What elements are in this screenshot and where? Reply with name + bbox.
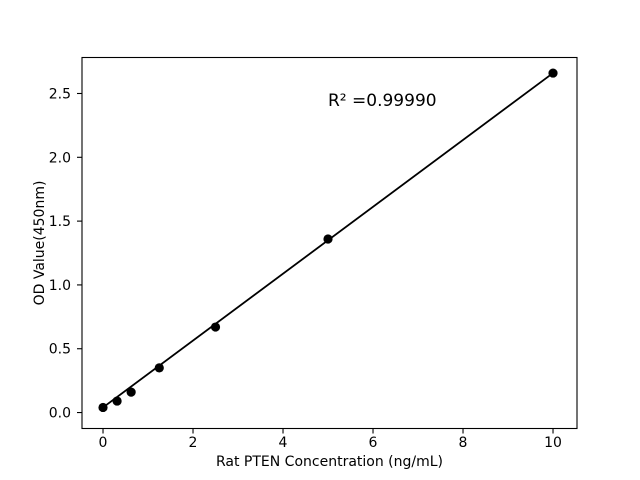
plot-border [81,56,578,430]
data-point [126,387,136,397]
x-tick-label: 8 [459,435,468,451]
x-tick-label: 4 [279,435,288,451]
x-axis-label: Rat PTEN Concentration (ng/mL) [216,454,443,470]
x-tick-label: 0 [99,435,108,451]
plot-layer: 0 2 4 6 8 10 0.0 0.5 1.0 1.5 2.0 2.5 [49,56,578,451]
data-point [112,396,122,406]
x-tick-label: 6 [369,435,378,451]
y-tick-label: 1.5 [49,214,71,230]
data-point [98,402,108,413]
y-tick-label: 0.5 [49,342,71,358]
y-axis-label: OD Value(450nm) [32,181,48,306]
y-tick-label: 0.0 [49,406,71,422]
y-tick-label: 2.5 [49,86,71,102]
r-squared-annotation: R² =0.99990 [328,91,437,111]
x-tick-label: 10 [544,435,562,451]
data-point [210,322,221,332]
x-tick-label: 2 [189,435,198,451]
y-tick-label: 2.0 [49,150,71,166]
data-point [154,363,164,373]
y-tick-label: 1.0 [49,278,71,294]
data-point [323,234,333,244]
data-point [548,68,558,78]
